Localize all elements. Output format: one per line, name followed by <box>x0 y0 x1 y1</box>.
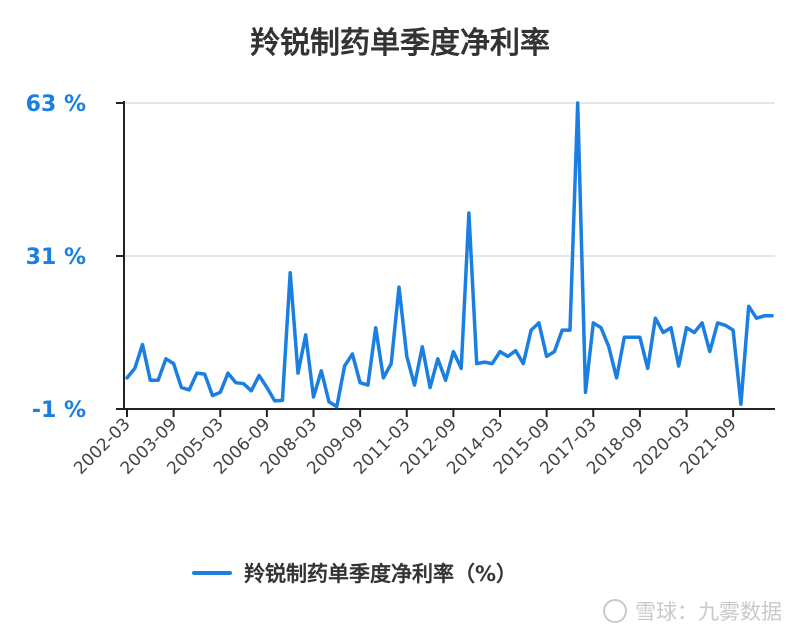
y-axis-ticks: 63 % 31 % -1 % <box>26 92 124 423</box>
watermark: 雪球：九雾数据 <box>603 596 782 626</box>
watermark-text: 雪球：九雾数据 <box>635 600 782 624</box>
y-tick-label: -1 % <box>32 398 86 423</box>
legend: 羚锐制药单季度净利率（%） <box>192 558 517 588</box>
gridlines <box>124 102 775 257</box>
series-line <box>125 101 774 409</box>
legend-swatch <box>192 571 232 575</box>
snowball-logo-icon <box>603 599 627 623</box>
y-tick-label: 63 % <box>26 92 86 117</box>
legend-label: 羚锐制药单季度净利率（%） <box>244 562 518 586</box>
y-tick-label: 31 % <box>26 245 86 270</box>
x-axis-ticks: 2002-032003-092005-032006-092008-032009-… <box>70 409 741 479</box>
chart-title: 羚锐制药单季度净利率 <box>250 26 550 61</box>
